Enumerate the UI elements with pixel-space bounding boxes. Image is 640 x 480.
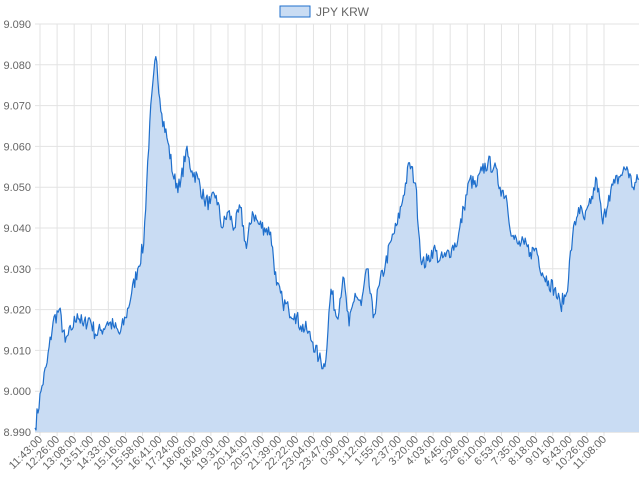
series-line — [34, 56, 640, 431]
y-tick-label: 9.040 — [3, 223, 31, 235]
y-tick-label: 8.990 — [3, 427, 31, 439]
y-axis-ticks: 9.090 9.080 9.070 9.060 9.050 9.040 9.030 9.020… — [3, 19, 31, 439]
legend-swatch — [279, 5, 311, 18]
y-tick-label: 9.030 — [3, 264, 31, 276]
y-tick-label: 9.010 — [3, 345, 31, 357]
y-tick-label: 9.000 — [3, 386, 31, 398]
x-axis-ticks: 11:43:0012:26:0013:08:0013:51:0014:33:00… — [7, 434, 609, 473]
y-tick-label: 9.020 — [3, 305, 31, 317]
y-tick-label: 9.090 — [3, 19, 31, 31]
y-tick-label: 9.060 — [3, 141, 31, 153]
legend-label: JPY KRW — [316, 5, 370, 19]
legend[interactable]: JPY KRW — [279, 5, 370, 19]
series-area — [35, 56, 639, 432]
y-tick-label: 9.050 — [3, 182, 31, 194]
y-tick-label: 9.080 — [3, 60, 31, 72]
y-tick-label: 9.070 — [3, 101, 31, 113]
